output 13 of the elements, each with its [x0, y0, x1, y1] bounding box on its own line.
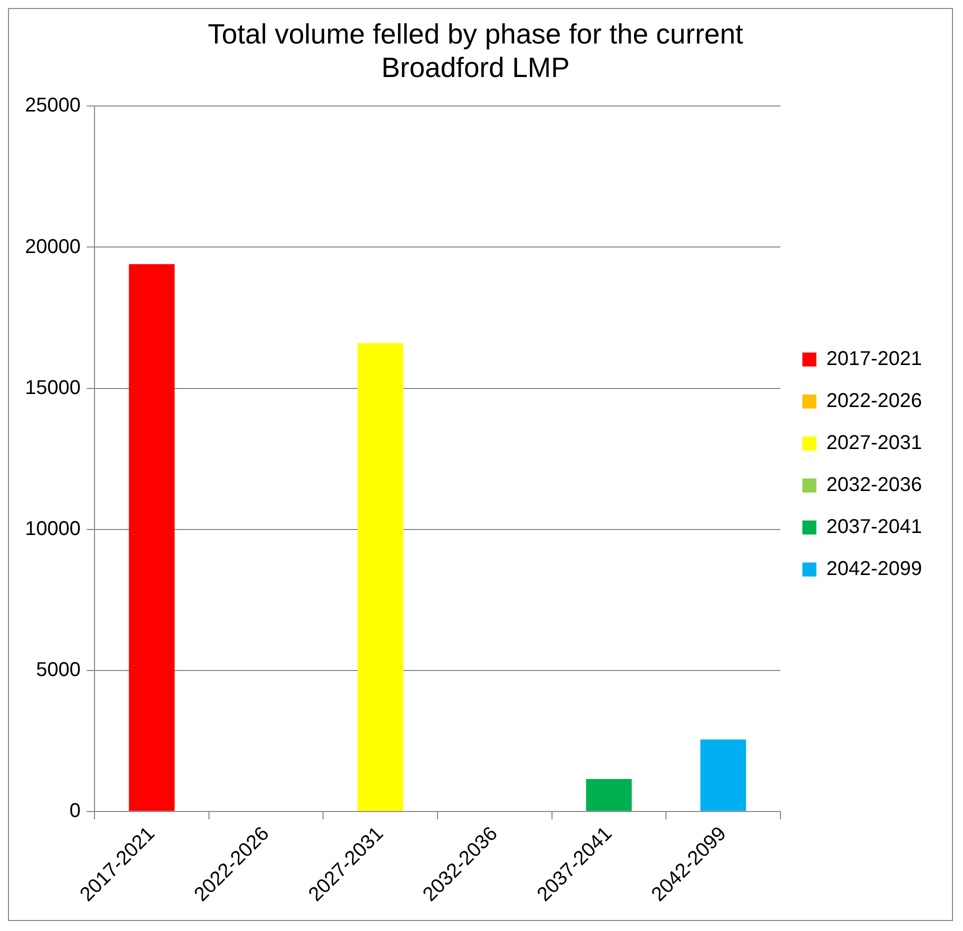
y-tick-label: 10000: [24, 518, 81, 540]
chart-title: Total volume felled by phase for the current Broadford LMP: [208, 18, 744, 84]
legend-label: 2017-2021: [826, 348, 922, 370]
legend-label: 2032-2036: [826, 474, 922, 496]
y-tick-label: 5000: [36, 658, 81, 681]
y-tick-label: 0: [69, 800, 81, 822]
legend-label: 2027-2031: [826, 432, 922, 454]
y-tick-label: 20000: [24, 236, 81, 258]
legend-label: 2037-2041: [826, 516, 922, 538]
y-tick-label: 15000: [24, 376, 81, 399]
legend-label: 2042-2099: [826, 558, 922, 580]
y-tick-label: 25000: [24, 94, 81, 117]
legend-label: 2022-2026: [826, 390, 922, 412]
